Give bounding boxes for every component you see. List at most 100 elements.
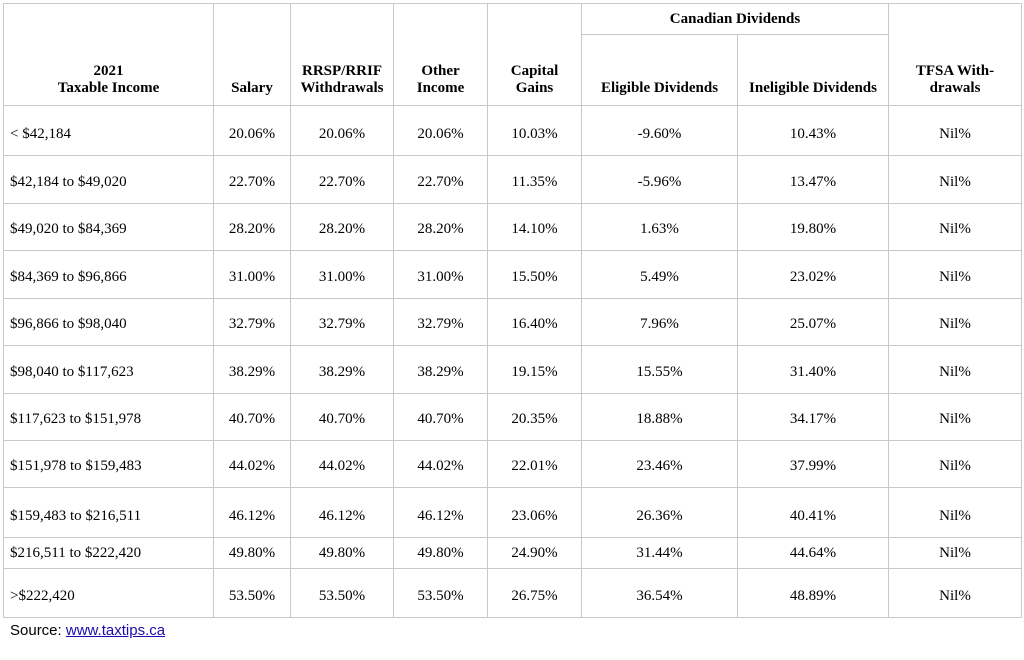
header-line: Taxable Income: [57, 80, 160, 96]
cell: Nil%: [888, 155, 1022, 204]
cell: 26.75%: [487, 568, 582, 618]
cell: 49.80%: [213, 537, 291, 569]
cell: 20.35%: [487, 393, 582, 441]
row-label: $42,184 to $49,020: [3, 155, 214, 204]
cell: 10.03%: [487, 105, 582, 156]
cell: 40.70%: [290, 393, 394, 441]
row-label: $84,369 to $96,866: [3, 250, 214, 299]
column-header: Capital Gains: [487, 3, 582, 106]
cell: 24.90%: [487, 537, 582, 569]
row-label: < $42,184: [3, 105, 214, 156]
cell: 16.40%: [487, 298, 582, 346]
cell: 48.89%: [737, 568, 889, 618]
header-line: TFSA With-: [915, 63, 995, 79]
cell: 37.99%: [737, 440, 889, 488]
row-label: $98,040 to $117,623: [3, 345, 214, 394]
cell: 28.20%: [213, 203, 291, 251]
row-label: $216,511 to $222,420: [3, 537, 214, 569]
table-row: $159,483 to $216,511 46.12% 46.12% 46.12% 23…: [3, 487, 1022, 538]
cell: 32.79%: [393, 298, 488, 346]
cell: 40.70%: [393, 393, 488, 441]
column-header: Salary: [213, 3, 291, 106]
cell: 46.12%: [393, 487, 488, 538]
row-label: >$222,420: [3, 568, 214, 618]
source-link[interactable]: www.taxtips.ca: [65, 622, 166, 639]
cell: 14.10%: [487, 203, 582, 251]
table-row: $216,511 to $222,420 49.80% 49.80% 49.80% 24…: [3, 537, 1022, 569]
cell: 7.96%: [581, 298, 738, 346]
cell: 31.00%: [213, 250, 291, 299]
header-line: Other: [421, 63, 460, 79]
cell: 10.43%: [737, 105, 889, 156]
cell: 1.63%: [581, 203, 738, 251]
cell: Nil%: [888, 440, 1022, 488]
cell: 20.06%: [393, 105, 488, 156]
cell: Nil%: [888, 537, 1022, 569]
table-row: $96,866 to $98,040 32.79% 32.79% 32.79% 16.4…: [3, 298, 1022, 346]
row-label: $49,020 to $84,369: [3, 203, 214, 251]
table-row: < $42,184 20.06% 20.06% 20.06% 10.03% -9.60% 1…: [3, 105, 1022, 156]
header-line: 2021: [93, 63, 124, 79]
table-row: >$222,420 53.50% 53.50% 53.50% 26.75% 36.54% 4…: [3, 568, 1022, 618]
cell: 53.50%: [290, 568, 394, 618]
header-line: Withdrawals: [300, 80, 384, 96]
cell: 32.79%: [213, 298, 291, 346]
header-line: Eligible Dividends: [600, 80, 719, 96]
cell: 46.12%: [213, 487, 291, 538]
cell: 22.01%: [487, 440, 582, 488]
header-line: Income: [416, 80, 465, 96]
cell: 23.46%: [581, 440, 738, 488]
table-row: $98,040 to $117,623 38.29% 38.29% 38.29% 19.…: [3, 345, 1022, 394]
cell: 19.15%: [487, 345, 582, 394]
cell: 26.36%: [581, 487, 738, 538]
cell: Nil%: [888, 298, 1022, 346]
row-label: $151,978 to $159,483: [3, 440, 214, 488]
cell: 31.00%: [393, 250, 488, 299]
cell: 53.50%: [213, 568, 291, 618]
cell: 49.80%: [393, 537, 488, 569]
column-header: Ineligible Dividends: [737, 34, 889, 106]
cell: -9.60%: [581, 105, 738, 156]
cell: 19.80%: [737, 203, 889, 251]
cell: 44.64%: [737, 537, 889, 569]
tax-table: 2021 Taxable Income Salary RRSP/RRIF Withdra…: [3, 3, 1022, 618]
cell: 28.20%: [290, 203, 394, 251]
cell: 20.06%: [290, 105, 394, 156]
header-line: Ineligible Dividends: [749, 80, 877, 96]
table-row: $151,978 to $159,483 44.02% 44.02% 44.02% 22…: [3, 440, 1022, 488]
cell: 22.70%: [393, 155, 488, 204]
cell: 31.00%: [290, 250, 394, 299]
column-header: Other Income: [393, 3, 488, 106]
header-line: Capital: [510, 63, 559, 79]
source: Source: www.taxtips.ca: [10, 622, 165, 639]
row-label: $159,483 to $216,511: [3, 487, 214, 538]
table-row: $84,369 to $96,866 31.00% 31.00% 31.00% 15.5…: [3, 250, 1022, 299]
cell: 38.29%: [290, 345, 394, 394]
column-header: Eligible Dividends: [581, 34, 738, 106]
column-header: 2021 Taxable Income: [3, 3, 214, 106]
header-line: Gains: [515, 80, 554, 96]
cell: 32.79%: [290, 298, 394, 346]
header-row: Eligible Dividends Ineligible Dividends: [4, 34, 1022, 106]
cell: 23.06%: [487, 487, 582, 538]
cell: 15.50%: [487, 250, 582, 299]
cell: 13.47%: [737, 155, 889, 204]
cell: 46.12%: [290, 487, 394, 538]
cell: 36.54%: [581, 568, 738, 618]
cell: 44.02%: [393, 440, 488, 488]
cell: 49.80%: [290, 537, 394, 569]
cell: 11.35%: [487, 155, 582, 204]
cell: 25.07%: [737, 298, 889, 346]
cell: 44.02%: [213, 440, 291, 488]
cell: Nil%: [888, 393, 1022, 441]
cell: 31.40%: [737, 345, 889, 394]
row-label: $96,866 to $98,040: [3, 298, 214, 346]
row-label: $117,623 to $151,978: [3, 393, 214, 441]
cell: Nil%: [888, 487, 1022, 538]
cell: 38.29%: [213, 345, 291, 394]
cell: 31.44%: [581, 537, 738, 569]
cell: 18.88%: [581, 393, 738, 441]
cell: 28.20%: [393, 203, 488, 251]
header-row: 2021 Taxable Income Salary RRSP/RRIF Withdra…: [3, 3, 1022, 106]
